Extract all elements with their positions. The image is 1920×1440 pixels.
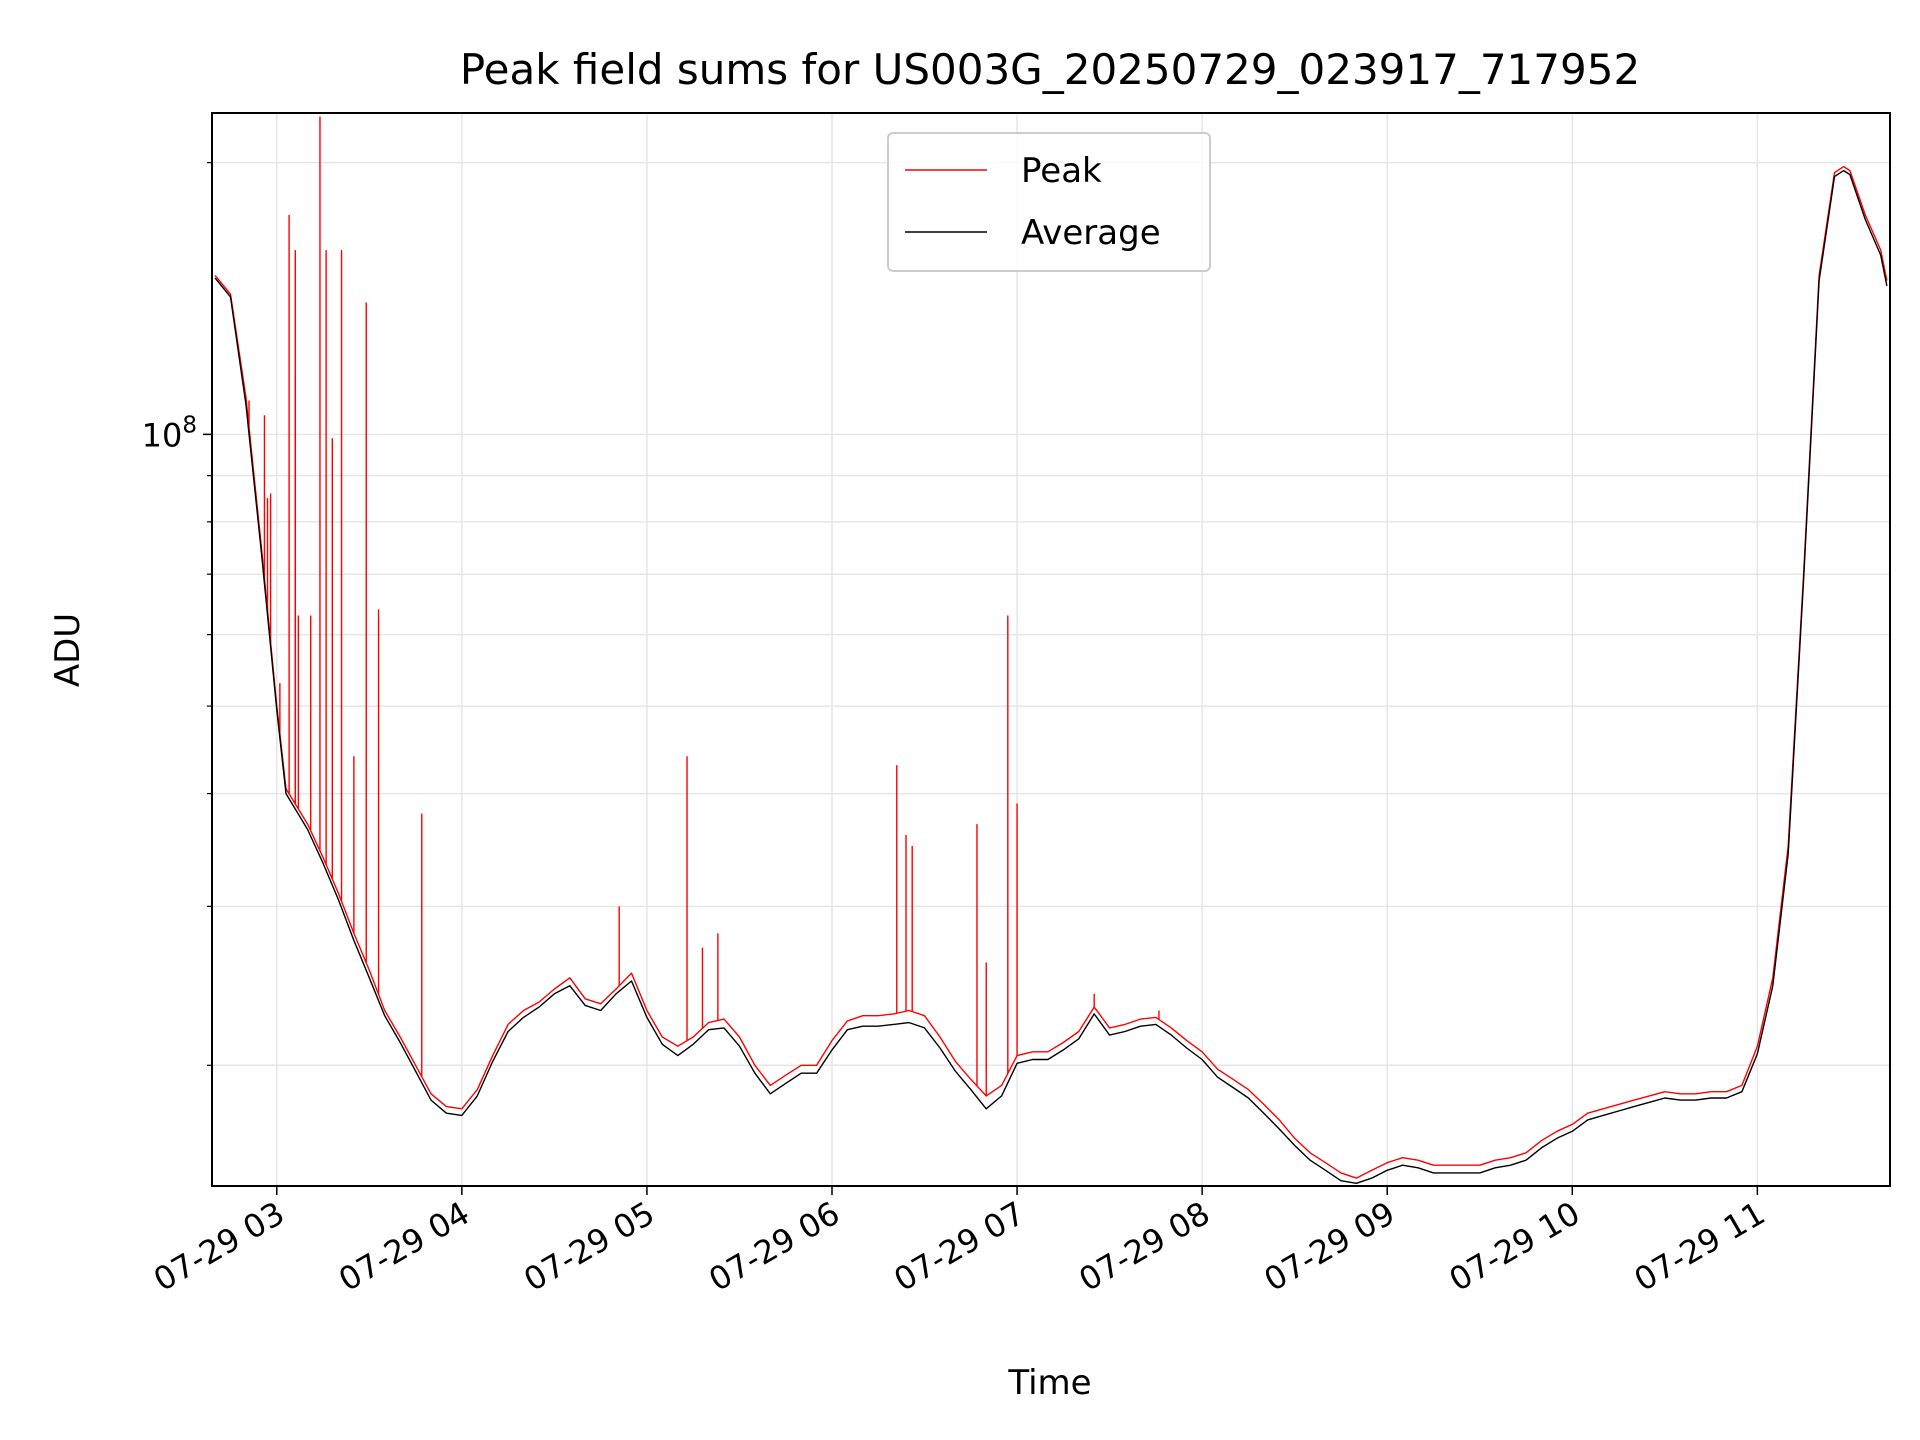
y-tick-label: 108 <box>142 412 197 454</box>
legend-label-average: Average <box>1021 213 1161 253</box>
series-clip-group <box>214 116 1888 1184</box>
x-axis-label: Time <box>1007 1363 1091 1403</box>
series-line-peak <box>214 165 1888 1179</box>
legend-label-peak: Peak <box>1021 151 1102 191</box>
y-axis-label: ADU <box>48 613 88 687</box>
y-axis: 108 <box>142 162 212 1066</box>
y-tick-label-exponent: 8 <box>182 412 197 438</box>
series-line-average <box>214 169 1888 1184</box>
legend: Peak Average <box>887 132 1211 272</box>
plot-frame <box>211 112 1891 1187</box>
chart-title: Peak field sums for US003G_20250729_0239… <box>460 45 1640 94</box>
y-tick-label-base: 10 <box>142 416 183 454</box>
legend-box <box>887 132 1211 272</box>
grid <box>212 113 1890 1186</box>
series-area <box>214 116 1888 1184</box>
